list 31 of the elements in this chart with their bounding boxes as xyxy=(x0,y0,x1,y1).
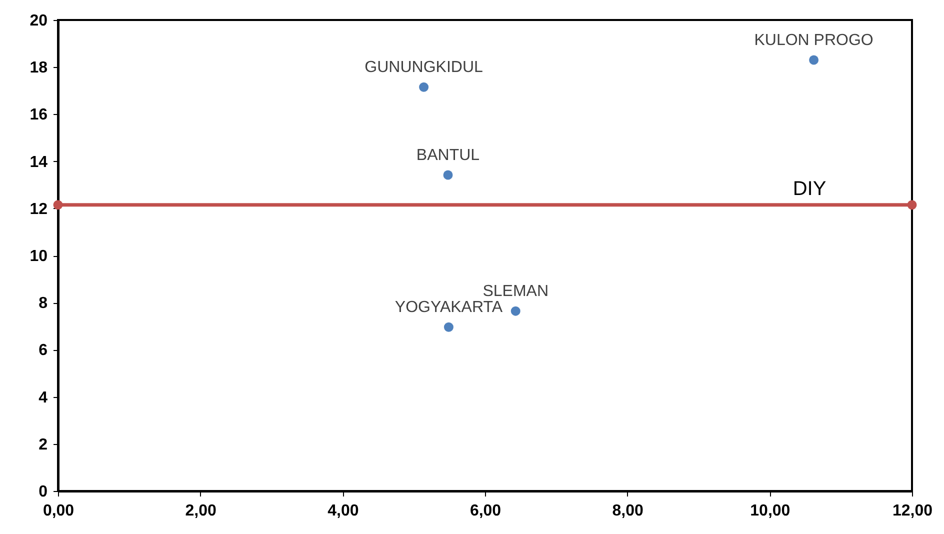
annotation: BANTUL xyxy=(416,146,480,164)
point xyxy=(419,82,429,92)
x-tick-label: 2,00 xyxy=(185,502,217,520)
y-tick-label: 8 xyxy=(38,295,48,312)
y-tick-label: 20 xyxy=(30,12,48,30)
point xyxy=(907,200,917,210)
point xyxy=(510,306,520,316)
x-tick-label: 8,00 xyxy=(612,502,644,520)
y-tick-label: 2 xyxy=(38,436,48,454)
x-tick-label: 4,00 xyxy=(328,502,359,520)
point xyxy=(444,322,454,332)
y-tick-label: 14 xyxy=(30,154,48,171)
annotation: KULON PROGO xyxy=(754,32,874,50)
point xyxy=(443,170,453,180)
point xyxy=(53,200,63,210)
annotation: GUNUNGKIDUL xyxy=(364,59,484,76)
y-tick-label: 0 xyxy=(38,484,48,500)
y-tick-label: 10 xyxy=(30,248,48,265)
point xyxy=(809,55,819,65)
x-tick-label: 0,00 xyxy=(42,502,74,520)
series-label: DIY xyxy=(792,178,826,200)
y-tick-label: 16 xyxy=(30,106,48,124)
y-tick-label: 4 xyxy=(38,389,48,406)
y-tick-label: 12 xyxy=(30,200,48,218)
annotation: YOGYAKARTA xyxy=(394,299,503,316)
y-tick-label: 18 xyxy=(30,60,48,77)
x-tick-label: 10,00 xyxy=(750,502,790,520)
x-tick-label: 12,00 xyxy=(892,502,933,520)
y-tick-label: 6 xyxy=(38,342,48,360)
annotation: SLEMAN xyxy=(482,283,548,300)
x-tick-label: 6,00 xyxy=(470,502,502,520)
